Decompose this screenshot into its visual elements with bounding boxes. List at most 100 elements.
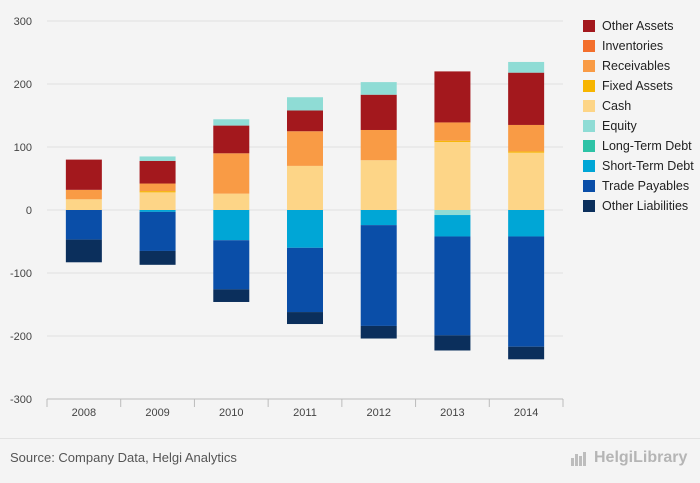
x-tick-label: 2012 bbox=[366, 407, 390, 419]
footer-divider bbox=[0, 438, 700, 439]
brand-name: HelgiLibrary bbox=[594, 449, 688, 466]
y-tick-label: -100 bbox=[10, 268, 32, 280]
bar-segment bbox=[287, 312, 323, 325]
x-tick-label: 2009 bbox=[145, 407, 169, 419]
bar-segment bbox=[287, 97, 323, 111]
bar-segment bbox=[213, 289, 250, 302]
bar-segment bbox=[213, 119, 250, 126]
legend-label: Fixed Assets bbox=[602, 79, 673, 93]
bar-segment bbox=[434, 122, 471, 141]
bar-segment bbox=[213, 210, 250, 241]
bar-segment bbox=[434, 71, 471, 123]
bar-segment bbox=[139, 183, 176, 192]
bar-segment bbox=[65, 210, 102, 240]
legend-label: Inventories bbox=[602, 39, 664, 53]
bar-segment bbox=[287, 210, 323, 248]
bar-segment bbox=[508, 210, 545, 237]
legend-item: Trade Payables bbox=[583, 176, 694, 196]
bar-segment bbox=[65, 239, 102, 263]
bar-segment bbox=[65, 189, 102, 200]
bar-segment bbox=[360, 225, 397, 326]
bar-segment bbox=[360, 82, 397, 95]
bar-segment bbox=[434, 236, 471, 336]
legend-swatch bbox=[583, 120, 595, 132]
bar-segment bbox=[65, 199, 102, 210]
legend-label: Receivables bbox=[602, 59, 671, 73]
bar-segment bbox=[139, 192, 176, 210]
bar-segment bbox=[287, 247, 323, 313]
x-tick-label: 2010 bbox=[219, 407, 243, 419]
bar-segment bbox=[360, 210, 397, 226]
y-tick-label: 300 bbox=[14, 16, 32, 28]
legend-swatch bbox=[583, 140, 595, 152]
legend-item: Long-Term Debt bbox=[583, 136, 694, 156]
bar-segment bbox=[434, 140, 471, 142]
x-tick-label: 2011 bbox=[293, 407, 317, 419]
legend-item: Other Assets bbox=[583, 16, 694, 36]
y-tick-label: 100 bbox=[14, 142, 32, 154]
legend-item: Inventories bbox=[583, 36, 694, 56]
bar-segment bbox=[139, 211, 176, 251]
legend-label: Equity bbox=[602, 119, 637, 133]
bar-segment bbox=[360, 325, 397, 339]
legend-item: Equity bbox=[583, 116, 694, 136]
legend-swatch bbox=[583, 160, 595, 172]
legend-swatch bbox=[583, 60, 595, 72]
bar-segment bbox=[434, 335, 471, 351]
x-tick-label: 2014 bbox=[514, 407, 538, 419]
source-note: Source: Company Data, Helgi Analytics bbox=[10, 450, 237, 465]
legend-label: Short-Term Debt bbox=[602, 159, 694, 173]
bar-segment bbox=[65, 159, 102, 190]
bar-segment bbox=[213, 125, 250, 154]
legend-label: Other Liabilities bbox=[602, 199, 689, 213]
bar-segment bbox=[508, 61, 545, 73]
bar-segment bbox=[508, 346, 545, 360]
helgi-logo-icon bbox=[571, 452, 586, 466]
legend-swatch bbox=[583, 20, 595, 32]
bar-segment bbox=[508, 236, 545, 347]
chart-legend: Other Assets Inventories Receivables Fixed … bbox=[583, 16, 694, 216]
bar-segment bbox=[139, 210, 176, 212]
bar-segment bbox=[213, 193, 250, 210]
legend-item: Short-Term Debt bbox=[583, 156, 694, 176]
legend-swatch bbox=[583, 180, 595, 192]
bar-segment bbox=[139, 160, 176, 184]
legend-item: Fixed Assets bbox=[583, 76, 694, 96]
bar-segment bbox=[508, 72, 545, 125]
legend-label: Cash bbox=[602, 99, 632, 113]
chart: 300 200 100 0 -100 -200 -300 2008 2009 2010 2011 20… bbox=[10, 16, 564, 419]
legend-item: Other Liabilities bbox=[583, 196, 694, 216]
legend-swatch bbox=[583, 80, 595, 92]
bar-segment bbox=[213, 153, 250, 194]
bar-segment bbox=[287, 110, 323, 132]
bar-segment bbox=[434, 215, 471, 237]
bar-segment bbox=[360, 160, 397, 210]
legend-swatch bbox=[583, 200, 595, 212]
bar-segment bbox=[139, 250, 176, 265]
legend-label: Long-Term Debt bbox=[602, 139, 692, 153]
legend-label: Trade Payables bbox=[602, 179, 690, 193]
legend-item: Cash bbox=[583, 96, 694, 116]
bar-segment bbox=[508, 152, 545, 210]
bar-segment bbox=[360, 129, 397, 161]
bar-segment bbox=[508, 151, 545, 153]
brand-logo: HelgiLibrary bbox=[570, 449, 687, 467]
y-tick-label: 200 bbox=[14, 79, 32, 91]
y-tick-label: -200 bbox=[10, 331, 32, 343]
y-tick-label: 0 bbox=[26, 205, 32, 217]
legend-item: Receivables bbox=[583, 56, 694, 76]
legend-swatch bbox=[583, 100, 595, 112]
bar-segment bbox=[213, 240, 250, 290]
bar-segment bbox=[360, 94, 397, 130]
bar-segment bbox=[287, 131, 323, 166]
bar-segment bbox=[139, 191, 176, 193]
x-tick-label: 2013 bbox=[440, 407, 464, 419]
bar-segment bbox=[434, 141, 471, 210]
legend-swatch bbox=[583, 40, 595, 52]
bar-segment bbox=[434, 210, 471, 216]
legend-label: Other Assets bbox=[602, 19, 674, 33]
y-tick-label: -300 bbox=[10, 394, 32, 406]
bar-segment bbox=[508, 124, 545, 152]
bar-segment bbox=[139, 156, 176, 161]
bar-segment bbox=[287, 165, 323, 210]
